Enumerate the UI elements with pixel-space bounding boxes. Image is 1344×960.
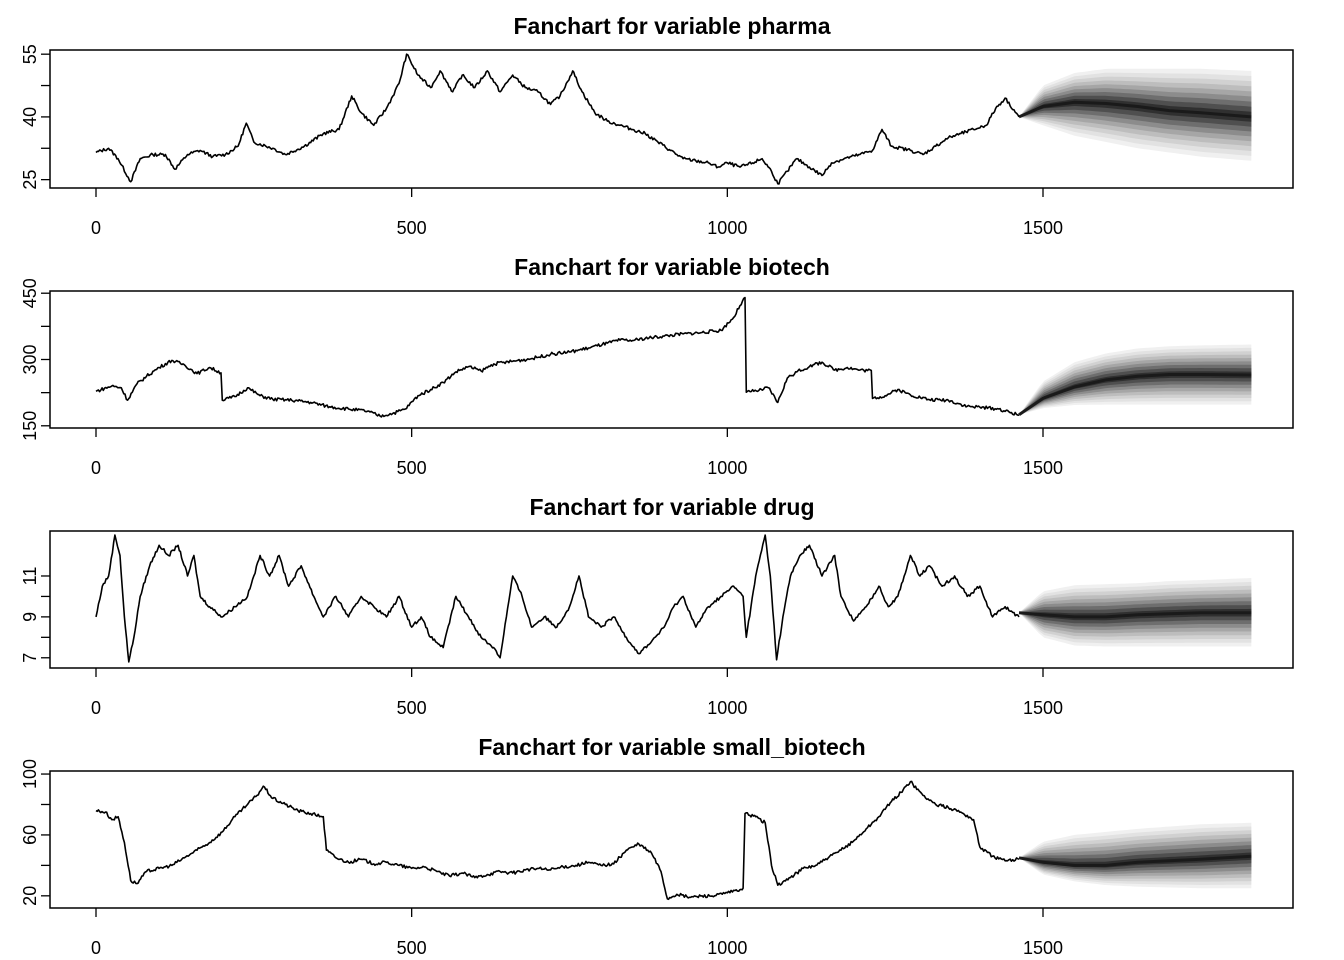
y-tick-label: 9 [20, 612, 40, 622]
x-tick-label: 1500 [1023, 698, 1063, 718]
plot-frame [49, 770, 1294, 909]
y-tick-label: 11 [20, 567, 40, 586]
fan-band-9 [1019, 99, 1252, 122]
chart-title: Fanchart for variable small_biotech [478, 734, 865, 760]
plot-frame [49, 530, 1294, 669]
x-tick-label: 0 [91, 938, 101, 958]
x-tick-label: 0 [91, 698, 101, 718]
fan-band-9 [1019, 852, 1252, 868]
y-tick-label: 20 [20, 886, 40, 906]
x-tick-label: 1500 [1023, 458, 1063, 478]
x-tick-label: 500 [397, 698, 427, 718]
y-tick-label: 7 [20, 653, 40, 663]
y-tick-label: 55 [20, 44, 40, 64]
x-tick-label: 1000 [707, 698, 747, 718]
history-series-line [95, 780, 1020, 901]
x-tick-label: 500 [397, 458, 427, 478]
x-tick-label: 1000 [707, 458, 747, 478]
x-tick-label: 500 [397, 218, 427, 238]
fan-band-8 [1019, 368, 1252, 415]
y-tick-label: 25 [20, 170, 40, 190]
panel-pharma: Fanchart for variable pharma 0 500 1000 1500… [20, 13, 1294, 238]
history-series-line [95, 534, 1020, 663]
chart-title: Fanchart for variable biotech [514, 254, 830, 280]
x-tick-label: 0 [91, 218, 101, 238]
x-tick-label: 0 [91, 458, 101, 478]
panel-drug: Fanchart for variable drug 0 500 1000 1500 7 9… [20, 494, 1294, 718]
forecast-median-line [1018, 100, 1252, 119]
y-tick-label: 450 [20, 278, 40, 308]
chart-title: Fanchart for variable drug [529, 494, 814, 520]
y-tick-label: 100 [20, 759, 40, 789]
history-series-line [95, 53, 1020, 185]
y-tick-label: 60 [20, 825, 40, 845]
y-tick-label: 150 [20, 411, 40, 441]
history-series-line [95, 296, 1020, 418]
chart-title: Fanchart for variable pharma [514, 13, 831, 39]
x-tick-label: 500 [397, 938, 427, 958]
y-tick-label: 300 [20, 344, 40, 374]
panel-small-biotech: Fanchart for variable small_biotech 0 500 1… [20, 734, 1294, 958]
x-tick-label: 1500 [1023, 938, 1063, 958]
forecast-median-line [1018, 611, 1252, 619]
x-tick-label: 1500 [1023, 218, 1063, 238]
forecast-median-line [1018, 854, 1252, 867]
x-tick-label: 1000 [707, 218, 747, 238]
plot-frame [49, 49, 1294, 189]
x-tick-label: 1000 [707, 938, 747, 958]
y-tick-label: 40 [20, 107, 40, 127]
panel-biotech: Fanchart for variable biotech 0 500 1000 150… [20, 254, 1294, 478]
forecast-median-line [1018, 373, 1252, 416]
